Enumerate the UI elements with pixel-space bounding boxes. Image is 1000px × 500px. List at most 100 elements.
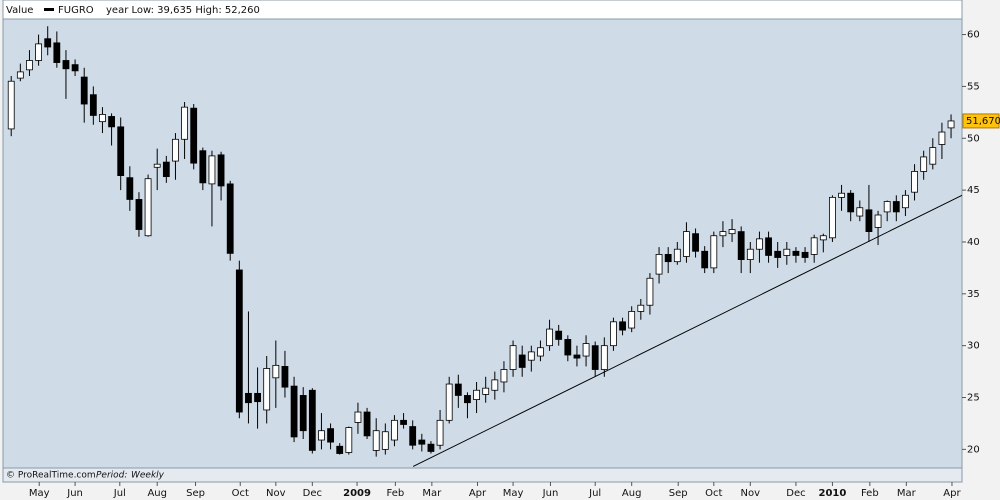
candle-body: [263, 368, 271, 411]
candle-body: [108, 116, 115, 128]
candle-body: [692, 233, 699, 252]
x-tick-label: Sep: [186, 488, 205, 499]
candle-body: [226, 183, 234, 254]
candle-body: [518, 354, 526, 368]
candle-body: [783, 248, 791, 256]
legend-label: FUGRO: [58, 5, 94, 16]
x-tick-label: Aug: [147, 488, 167, 499]
y-tick-label: 35: [967, 289, 980, 300]
trend-line: [412, 194, 963, 467]
candle-body: [527, 351, 535, 361]
candle-body: [126, 177, 134, 200]
candle-body: [436, 419, 444, 446]
header-label: Value: [6, 5, 33, 16]
candle-body: [619, 321, 626, 331]
candle-body: [26, 60, 33, 71]
candle-body: [500, 369, 508, 383]
candle-body: [299, 395, 307, 432]
candle-body: [62, 60, 70, 70]
candle-body: [756, 238, 763, 250]
candle-body: [600, 345, 608, 370]
x-tick-label: Jun: [542, 488, 559, 499]
candle-body: [71, 64, 79, 72]
candle-body: [847, 192, 855, 213]
candle-body: [856, 207, 864, 217]
candle-body: [117, 126, 125, 176]
candle-body: [774, 250, 782, 258]
candle-body: [838, 192, 845, 198]
y-tick-label: 40: [967, 237, 980, 248]
candle-body: [655, 254, 663, 275]
candle-body: [737, 231, 745, 260]
candle-body: [363, 411, 371, 437]
candle-body: [473, 389, 480, 400]
x-tick-label: May: [503, 488, 524, 499]
footer-bar: [2, 467, 963, 483]
candle-body: [637, 304, 645, 312]
x-tick-label: May: [29, 488, 50, 499]
candle-body: [44, 38, 52, 48]
period-label: Period:: [96, 471, 127, 481]
x-tick-label: Oct: [232, 488, 249, 499]
candle-body: [746, 248, 754, 260]
x-tick-label: Apr: [943, 488, 961, 499]
candle-body: [327, 428, 334, 443]
y-tick-label: 45: [967, 185, 980, 196]
candle-body: [80, 76, 88, 105]
candle-body: [865, 209, 873, 232]
candle-body: [89, 94, 97, 116]
x-tick-label: Feb: [861, 488, 879, 499]
candle-body: [190, 107, 198, 164]
candle-body: [445, 383, 453, 421]
header-bar: [2, 0, 963, 20]
x-tick-label: 2010: [819, 488, 847, 499]
candle-body: [208, 155, 216, 185]
candle-body: [491, 379, 499, 391]
candle-body: [7, 80, 15, 130]
x-tick-label: Nov: [266, 488, 286, 499]
candle-body: [673, 248, 681, 263]
candle-body: [272, 364, 280, 379]
candle-body: [765, 237, 772, 256]
subtitle: year Low: 39,635 High: 52,260: [106, 5, 260, 16]
candle-body: [418, 439, 426, 445]
last-price-label: 51,670: [966, 116, 1000, 127]
candle-body: [819, 235, 827, 241]
candle-body: [701, 250, 709, 269]
candle-body: [810, 237, 818, 255]
source: © ProRealTime.com: [6, 471, 96, 481]
candle-body: [929, 147, 937, 165]
candle-body: [874, 214, 882, 228]
candle-body: [628, 311, 636, 329]
candle-body: [564, 339, 572, 356]
x-tick-label: 2009: [343, 488, 371, 499]
y-tick-label: 60: [967, 30, 980, 41]
x-tick-label: Feb: [387, 488, 405, 499]
y-tick-label: 25: [967, 393, 980, 404]
candle-body: [99, 114, 106, 123]
candle-body: [829, 196, 836, 239]
candle-body: [199, 150, 207, 184]
candle-body: [372, 430, 380, 451]
candle-body: [546, 328, 553, 347]
period: Weekly: [131, 471, 165, 481]
candle-body: [144, 178, 152, 237]
x-tick-label: Oct: [705, 488, 722, 499]
candle-body: [938, 131, 946, 145]
candle-body: [354, 411, 362, 423]
candle-body: [172, 138, 179, 162]
x-tick-label: Dec: [303, 488, 322, 499]
candle-body: [135, 199, 143, 230]
candle-body: [400, 419, 407, 425]
x-tick-label: Nov: [741, 488, 761, 499]
candle-body: [336, 445, 344, 454]
candle-body: [911, 171, 918, 193]
candle-body: [555, 330, 563, 340]
candle-body: [162, 161, 170, 178]
candle-body: [537, 347, 544, 357]
x-tick-label: Jul: [113, 488, 126, 499]
candle-body: [235, 269, 243, 413]
candle-body: [710, 235, 718, 269]
candle-body: [53, 42, 61, 63]
